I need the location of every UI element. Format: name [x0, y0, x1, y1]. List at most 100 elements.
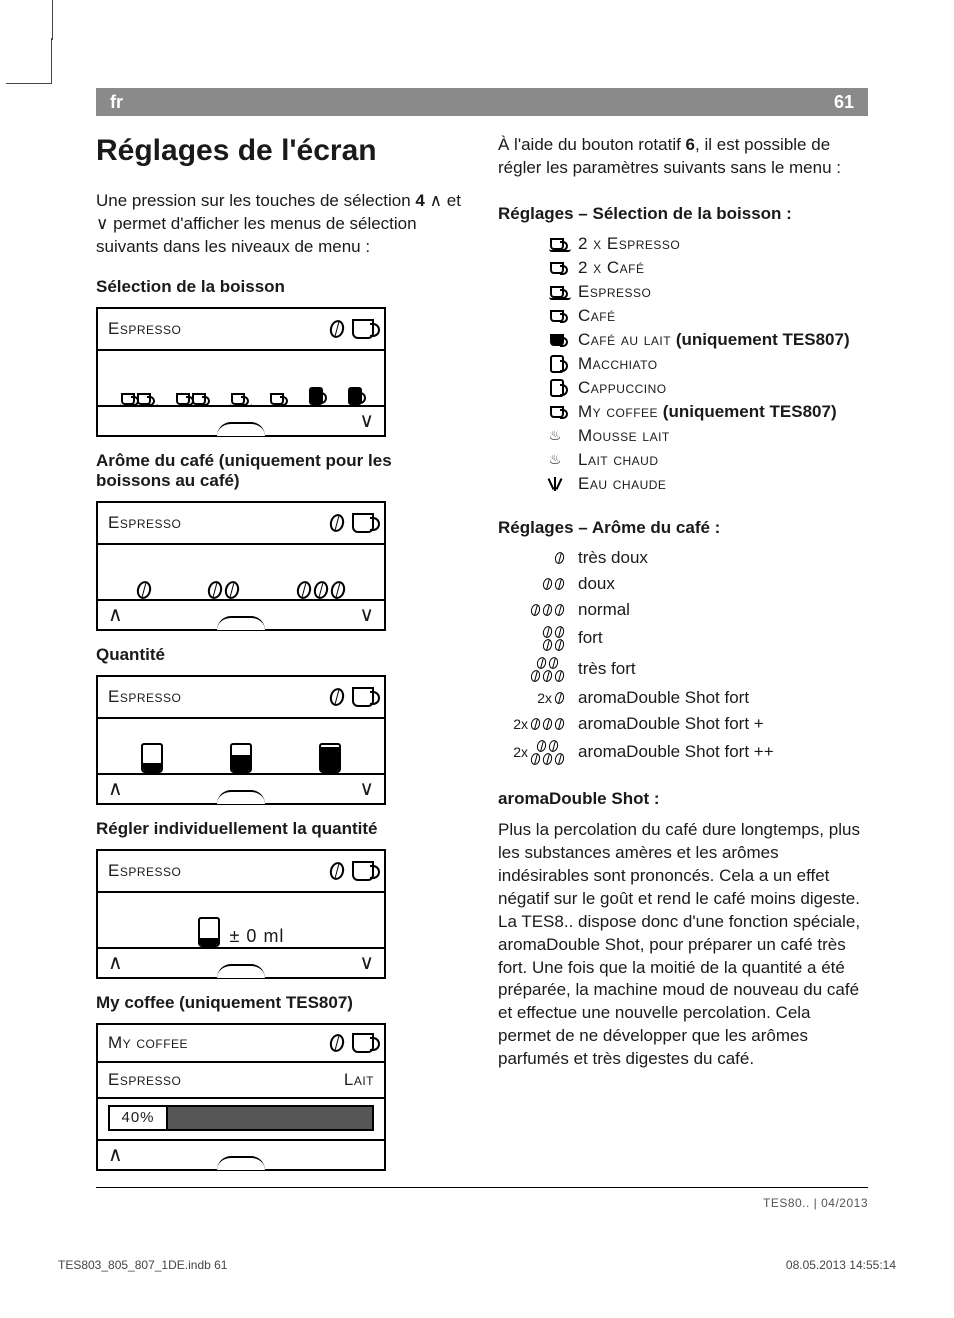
header-page: 61	[834, 92, 854, 113]
intro-pre: Une pression sur les touches de sélectio…	[96, 191, 415, 210]
section-adjust-qty: Régler individuellement la quantité	[96, 819, 466, 839]
drink-label: Cappuccino	[578, 378, 667, 398]
adjust-qty-row: ± 0 ml	[98, 891, 384, 947]
heading-ads: aromaDouble Shot :	[498, 789, 868, 809]
chevron-down-icon: ∨	[359, 605, 374, 625]
page-title: Réglages de l'écran	[96, 134, 466, 168]
panel-drink-selection: Espresso ∨	[96, 307, 386, 437]
drink-note: (uniquement TES807)	[676, 330, 850, 349]
chevron-up-icon: ∧	[108, 779, 123, 799]
panel-label: Espresso	[108, 861, 181, 881]
mix-percent: 40%	[110, 1107, 168, 1129]
drink-note: (uniquement TES807)	[663, 402, 837, 421]
chevron-up-icon: ∧	[108, 953, 123, 973]
mix-left-label: Espresso	[108, 1070, 181, 1090]
panel-aroma: Espresso ∧ ∨	[96, 501, 386, 631]
panel-mycoffee: My coffee Espresso Lait 40% ∧	[96, 1023, 386, 1171]
section-aroma: Arôme du café (uniquement pour les boiss…	[96, 451, 466, 491]
aroma-label: doux	[578, 574, 615, 594]
right-intro: À l'aide du bouton rotatif 6, il est pos…	[498, 134, 868, 180]
footer-timestamp: 08.05.2013 14:55:14	[786, 1258, 896, 1272]
steam-icon: ♨	[546, 451, 564, 468]
mix-progress: 40%	[108, 1105, 374, 1131]
crop-mark-sep	[52, 0, 53, 40]
columns: Réglages de l'écran Une pression sur les…	[96, 134, 868, 1185]
drink-label: 2 x Espresso	[578, 234, 680, 254]
aroma-label: très fort	[578, 659, 636, 679]
bean-icon	[328, 686, 346, 707]
panel-adjust-qty: Espresso ± 0 ml ∧ ∨	[96, 849, 386, 979]
footer-model: TES80.. | 04/2013	[96, 1187, 868, 1210]
curve-icon	[217, 1156, 265, 1170]
right-intro-key: 6	[686, 135, 695, 154]
curve-icon	[217, 616, 265, 630]
curve-icon	[217, 422, 265, 436]
drink-label: Espresso	[578, 282, 651, 302]
panel-quantity: Espresso ∧ ∨	[96, 675, 386, 805]
aroma-icons-row	[98, 543, 384, 599]
panel-header: Espresso	[98, 309, 384, 349]
aroma-label: normal	[578, 600, 630, 620]
drink-label: My coffee	[578, 402, 658, 421]
aroma-double-shot-body: Plus la percolation du café dure longtem…	[498, 819, 868, 1071]
chevron-up-icon: ∧	[108, 1145, 123, 1165]
drink-label: Café	[578, 306, 616, 326]
panel-label: Espresso	[108, 513, 181, 533]
chevron-down-icon: ∨	[359, 779, 374, 799]
mix-right-label: Lait	[344, 1070, 374, 1090]
crop-mark	[6, 38, 52, 84]
aroma-label: très doux	[578, 548, 648, 568]
intro-paragraph: Une pression sur les touches de sélectio…	[96, 190, 466, 259]
section-mycoffee: My coffee (uniquement TES807)	[96, 993, 466, 1013]
bean-icon	[328, 1032, 346, 1053]
cup-icon	[352, 1033, 374, 1053]
aroma-label: aromaDouble Shot fort	[578, 688, 749, 708]
qty-adjust-value: ± 0 ml	[230, 926, 285, 947]
drinks-list: 2 x Espresso 2 x Café Espresso Café Café…	[498, 234, 868, 494]
aroma-label: fort	[578, 628, 603, 648]
section-drink-selection: Sélection de la boisson	[96, 277, 466, 297]
footer-meta: TES803_805_807_1DE.indb 61 08.05.2013 14…	[58, 1258, 896, 1272]
quantity-icons-row	[98, 717, 384, 773]
footer-file: TES803_805_807_1DE.indb 61	[58, 1258, 227, 1272]
header-lang: fr	[110, 92, 123, 113]
water-jet-icon	[546, 475, 564, 493]
right-intro-pre: À l'aide du bouton rotatif	[498, 135, 686, 154]
drink-label: Café au lait	[578, 330, 671, 349]
bean-icon	[328, 860, 346, 881]
drink-label: 2 x Café	[578, 258, 645, 278]
aroma-list: très doux doux normal fort très fort 2xa…	[498, 548, 868, 765]
drink-label: Macchiato	[578, 354, 658, 374]
heading-aroma: Réglages – Arôme du café :	[498, 518, 868, 538]
panel-label: My coffee	[108, 1033, 188, 1053]
header-bar: fr 61	[96, 88, 868, 116]
chevron-down-icon: ∨	[359, 411, 374, 431]
cup-icon	[352, 513, 374, 533]
drink-label: Lait chaud	[578, 450, 659, 470]
left-column: Réglages de l'écran Une pression sur les…	[96, 134, 466, 1185]
section-quantity: Quantité	[96, 645, 466, 665]
right-column: À l'aide du bouton rotatif 6, il est pos…	[498, 134, 868, 1185]
curve-icon	[217, 964, 265, 978]
mix-bar	[168, 1107, 372, 1129]
drink-label: Eau chaude	[578, 474, 666, 494]
footer-model-text: TES80.. | 04/2013	[763, 1196, 868, 1210]
panel-label: Espresso	[108, 687, 181, 707]
drink-icons-row	[98, 349, 384, 405]
intro-key: 4	[415, 191, 424, 210]
bean-icon	[328, 318, 346, 339]
bean-icon	[328, 512, 346, 533]
steam-icon: ♨	[546, 427, 564, 444]
panel-label: Espresso	[108, 319, 181, 339]
aroma-label: aromaDouble Shot fort ++	[578, 742, 774, 762]
cup-icon	[352, 861, 374, 881]
cup-icon	[352, 687, 374, 707]
chevron-down-icon: ∨	[359, 953, 374, 973]
cup-icon	[352, 319, 374, 339]
curve-icon	[217, 790, 265, 804]
panel-nav: ∨	[98, 405, 384, 435]
drink-label: Mousse lait	[578, 426, 670, 446]
chevron-up-icon: ∧	[108, 605, 123, 625]
heading-drinks: Réglages – Sélection de la boisson :	[498, 204, 868, 224]
aroma-label: aromaDouble Shot fort +	[578, 714, 764, 734]
